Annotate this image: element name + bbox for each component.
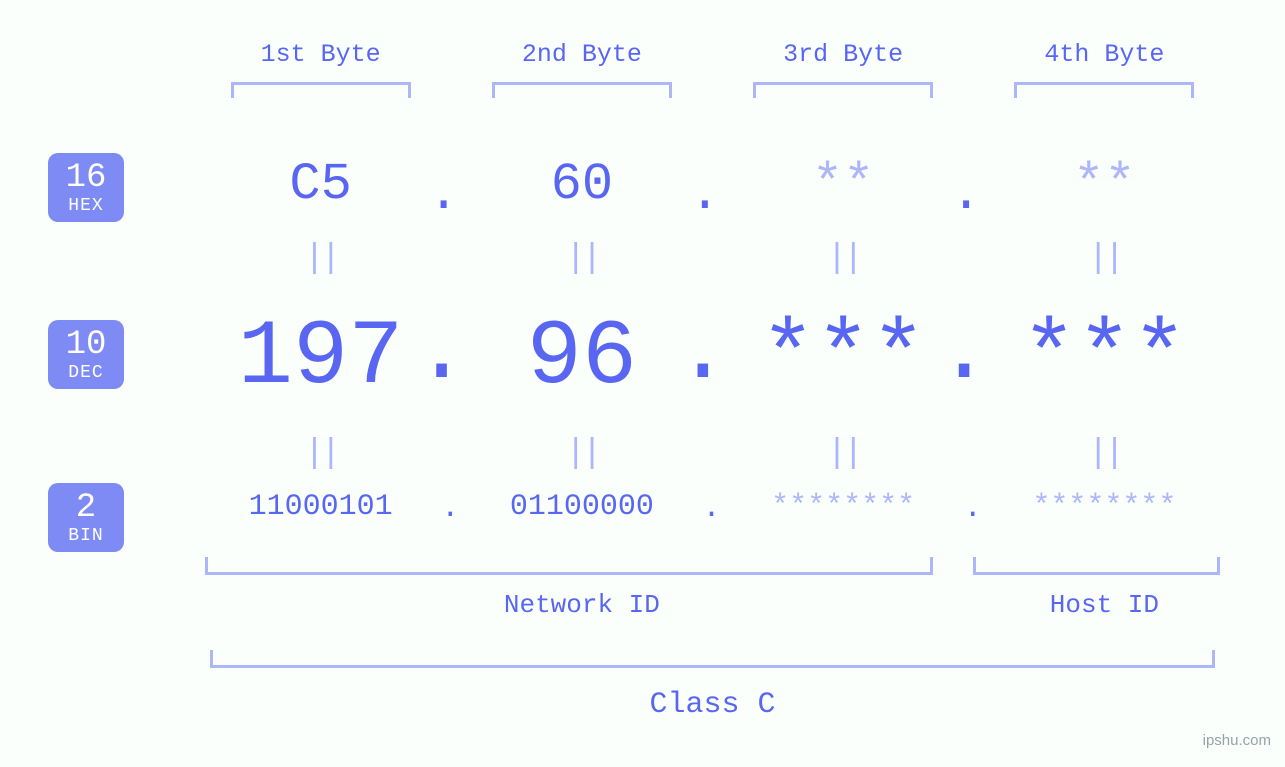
equals-icon: ||: [827, 240, 860, 278]
hex-value-3: **: [812, 155, 874, 214]
ip-diagram: 1st Byte 2nd Byte 3rd Byte 4th Byte 16 H…: [0, 0, 1285, 767]
hex-byte-1: C5 .: [190, 155, 451, 214]
byte-bracket-2: [451, 82, 712, 98]
class-bracket-row: [190, 650, 1235, 668]
dec-value-1: 197: [238, 305, 404, 410]
byte-header-3: 3rd Byte: [713, 40, 974, 69]
network-bracket: [205, 557, 933, 575]
host-id-label: Host ID: [974, 590, 1235, 620]
hex-value-2: 60: [551, 155, 613, 214]
dec-byte-3: *** .: [713, 305, 974, 410]
dec-value-4: ***: [1022, 305, 1188, 410]
byte-headers-row: 1st Byte 2nd Byte 3rd Byte 4th Byte: [190, 40, 1235, 69]
dec-value-2: 96: [527, 305, 637, 410]
network-id-label: Network ID: [190, 590, 974, 620]
hex-byte-4: **: [974, 155, 1235, 214]
byte-brackets-row: [190, 82, 1235, 98]
dec-byte-2: 96 .: [451, 305, 712, 410]
watermark: ipshu.com: [1203, 732, 1271, 749]
host-bracket: [973, 557, 1220, 575]
base-badge-hex: 16 HEX: [48, 153, 124, 222]
bin-row: 11000101 . 01100000 . ******** . *******…: [190, 490, 1235, 524]
equals-icon: ||: [827, 435, 860, 473]
dec-row: 197 . 96 . *** . ***: [190, 305, 1235, 410]
bin-value-1: 11000101: [249, 490, 393, 524]
equals-row-1: || || || ||: [190, 240, 1235, 278]
base-badge-bin-num: 2: [48, 491, 124, 527]
bin-value-4: ********: [1032, 490, 1176, 524]
base-badge-hex-label: HEX: [48, 197, 124, 216]
equals-icon: ||: [565, 435, 598, 473]
equals-icon: ||: [1088, 240, 1121, 278]
class-bracket: [210, 650, 1215, 668]
network-host-labels: Network ID Host ID: [190, 590, 1235, 620]
byte-bracket-1: [190, 82, 451, 98]
hex-value-1: C5: [289, 155, 351, 214]
byte-header-1: 1st Byte: [190, 40, 451, 69]
equals-icon: ||: [565, 240, 598, 278]
equals-icon: ||: [304, 435, 337, 473]
network-host-brackets: [190, 557, 1235, 575]
dec-byte-4: ***: [974, 305, 1235, 410]
equals-icon: ||: [304, 240, 337, 278]
byte-header-2: 2nd Byte: [451, 40, 712, 69]
bin-value-2: 01100000: [510, 490, 654, 524]
bin-byte-3: ******** .: [713, 490, 974, 524]
bin-byte-2: 01100000 .: [451, 490, 712, 524]
base-badge-dec-label: DEC: [48, 364, 124, 383]
equals-row-2: || || || ||: [190, 435, 1235, 473]
base-badge-bin: 2 BIN: [48, 483, 124, 552]
byte-bracket-4: [974, 82, 1235, 98]
byte-bracket-3: [713, 82, 974, 98]
dec-byte-1: 197 .: [190, 305, 451, 410]
base-badge-bin-label: BIN: [48, 527, 124, 546]
hex-byte-3: ** .: [713, 155, 974, 214]
hex-row: C5 . 60 . ** . **: [190, 155, 1235, 214]
base-badge-dec-num: 10: [48, 328, 124, 364]
class-label: Class C: [190, 688, 1235, 722]
hex-value-4: **: [1073, 155, 1135, 214]
bin-byte-1: 11000101 .: [190, 490, 451, 524]
hex-byte-2: 60 .: [451, 155, 712, 214]
equals-icon: ||: [1088, 435, 1121, 473]
byte-header-4: 4th Byte: [974, 40, 1235, 69]
base-badge-dec: 10 DEC: [48, 320, 124, 389]
bin-byte-4: ********: [974, 490, 1235, 524]
bin-value-3: ********: [771, 490, 915, 524]
dec-value-3: ***: [760, 305, 926, 410]
base-badge-hex-num: 16: [48, 161, 124, 197]
